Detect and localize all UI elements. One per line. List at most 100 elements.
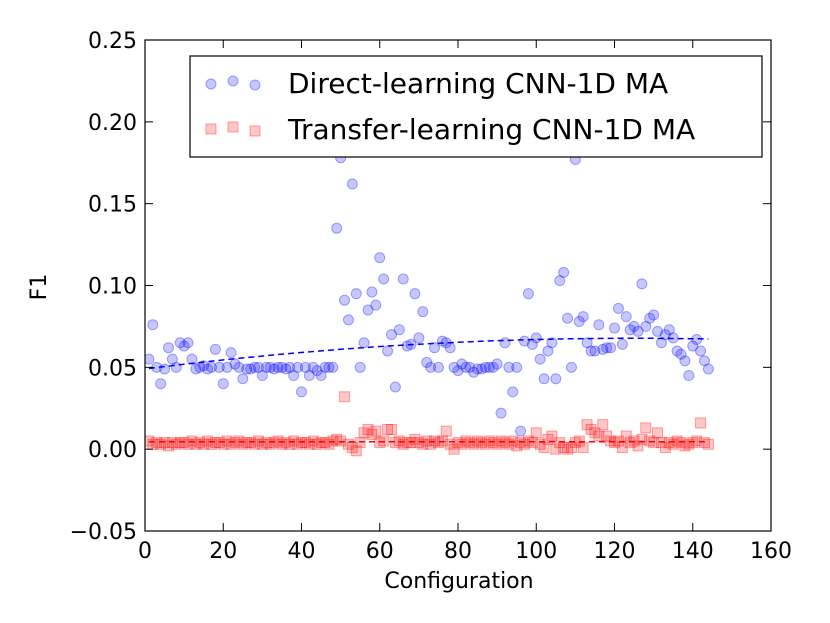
data-point [569, 437, 581, 449]
data-point [186, 435, 198, 447]
data-point [526, 437, 538, 449]
y-tick-label: 0.20 [88, 111, 137, 136]
data-point [624, 324, 636, 336]
data-point [335, 435, 347, 447]
data-point [644, 435, 656, 447]
x-tick-label: 0 [138, 539, 152, 564]
data-point [472, 363, 484, 375]
data-point [397, 438, 409, 450]
data-point [393, 324, 405, 336]
data-point [182, 438, 194, 450]
data-point [292, 438, 304, 450]
data-point [229, 358, 241, 370]
data-point [702, 363, 714, 375]
data-point [342, 314, 354, 326]
data-point [695, 345, 707, 357]
data-point [288, 435, 300, 447]
y-tick-label: 0.25 [88, 29, 137, 54]
data-point [202, 363, 214, 375]
data-point [593, 319, 605, 331]
data-point [640, 422, 652, 434]
data-point [460, 361, 472, 373]
data-point [413, 332, 425, 344]
data-point [166, 437, 178, 449]
data-point [675, 437, 687, 449]
data-point [538, 373, 550, 385]
data-point [499, 437, 511, 449]
data-point [573, 316, 585, 328]
data-point [491, 358, 503, 370]
data-point [652, 325, 664, 337]
data-point [671, 435, 683, 447]
data-point [213, 361, 225, 373]
data-point [679, 440, 691, 452]
data-point [260, 361, 272, 373]
data-point [209, 343, 221, 355]
data-point [374, 252, 386, 264]
data-point [601, 342, 613, 354]
data-point [256, 438, 268, 450]
data-point [303, 370, 315, 382]
data-point [456, 358, 468, 370]
data-point [354, 361, 366, 373]
data-point [624, 437, 636, 449]
data-point [280, 437, 292, 449]
data-point [382, 424, 394, 436]
data-point [378, 435, 390, 447]
data-point [479, 361, 491, 373]
data-point [284, 438, 296, 450]
data-point [145, 435, 155, 447]
data-point [522, 288, 534, 300]
data-point [323, 438, 335, 450]
data-point [385, 424, 397, 436]
data-point [315, 370, 327, 382]
data-point [421, 356, 433, 368]
data-point [217, 438, 229, 450]
data-point [667, 438, 679, 450]
data-point [687, 340, 699, 352]
data-point [503, 361, 515, 373]
data-point [679, 355, 691, 367]
data-point [597, 419, 609, 431]
data-point [155, 378, 167, 390]
data-point [245, 363, 257, 375]
data-point [612, 435, 624, 447]
data-point [358, 337, 370, 349]
data-point [268, 437, 280, 449]
data-point [276, 361, 288, 373]
data-point [252, 361, 264, 373]
data-point [256, 370, 268, 382]
data-point [652, 427, 664, 439]
data-point [425, 361, 437, 373]
data-point [644, 312, 656, 324]
y-tick-label: 0.10 [88, 275, 137, 300]
data-point [519, 438, 531, 450]
data-point [307, 435, 319, 447]
data-point [315, 437, 327, 449]
data-point [339, 294, 351, 306]
data-point [628, 435, 640, 447]
data-point [593, 430, 605, 442]
data-point [233, 435, 245, 447]
data-point [292, 361, 304, 373]
data-point [362, 424, 374, 436]
data-point [350, 445, 362, 457]
data-point [225, 347, 237, 359]
legend-label-direct: Direct-learning CNN-1D MA [288, 67, 668, 100]
data-point [519, 335, 531, 347]
data-point [464, 361, 476, 373]
data-point [456, 438, 468, 450]
data-point [444, 438, 456, 450]
data-point [409, 433, 421, 445]
data-point [385, 329, 397, 341]
legend-label-transfer: Transfer-learning CNN-1D MA [287, 113, 695, 146]
data-point [268, 363, 280, 375]
data-point [417, 306, 429, 318]
x-tick-label: 160 [750, 539, 792, 564]
data-point [558, 266, 570, 278]
data-point [620, 311, 632, 323]
data-point [648, 437, 660, 449]
data-point [276, 438, 288, 450]
data-point [413, 437, 425, 449]
data-point [636, 433, 648, 445]
